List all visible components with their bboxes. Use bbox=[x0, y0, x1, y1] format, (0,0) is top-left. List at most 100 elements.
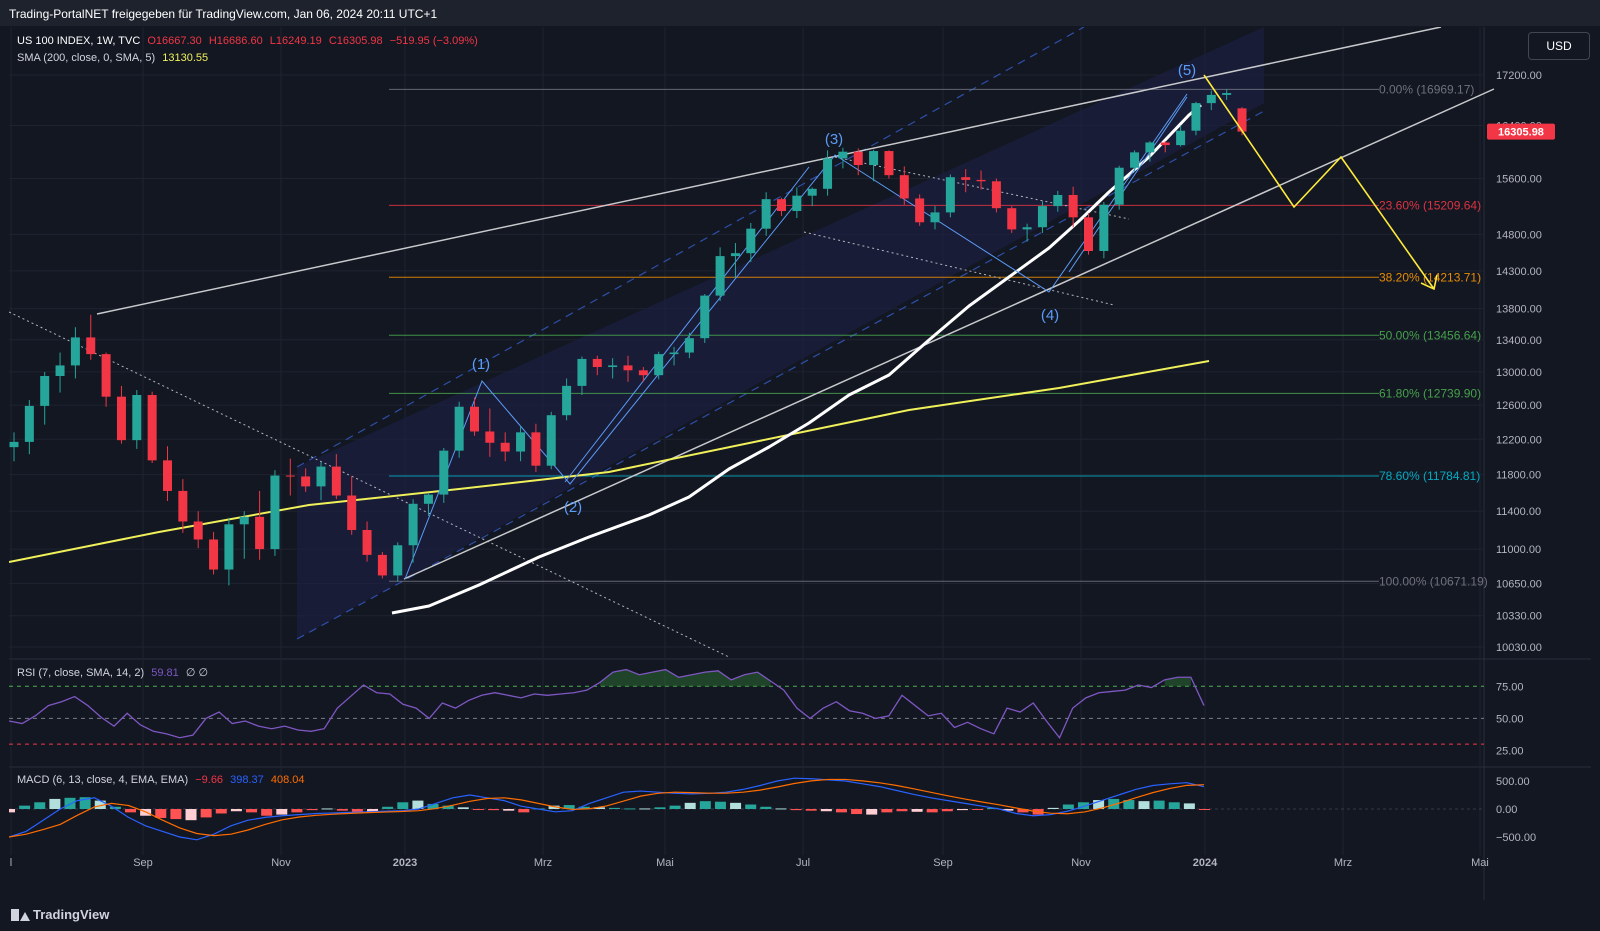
macd-hist-value: −9.66 bbox=[195, 774, 224, 786]
macd-histogram-bar bbox=[866, 809, 878, 815]
chart-share-title: Trading-PortalNET freigegeben für Tradin… bbox=[9, 7, 438, 21]
candle-body bbox=[623, 365, 633, 371]
macd-line-value: 398.37 bbox=[230, 774, 264, 786]
rsi-extra: ∅ ∅ bbox=[185, 667, 209, 679]
candle-body bbox=[163, 460, 172, 491]
channel-lower-dashed bbox=[296, 110, 1265, 640]
macd-histogram-bar bbox=[881, 809, 893, 813]
fib-level-label: 38.20% (14213.71) bbox=[1379, 270, 1481, 284]
price-tick-label: 17200.00 bbox=[1496, 70, 1542, 82]
macd-histogram-bar bbox=[578, 806, 590, 809]
macd-histogram-bar bbox=[4, 809, 15, 813]
rsi-legend[interactable]: RSI (7, close, SMA, 14, 2) 59.81 ∅ ∅ bbox=[17, 666, 212, 679]
high-value: H16686.60 bbox=[208, 35, 263, 47]
candle-body bbox=[654, 354, 664, 376]
wave4-channel-top bbox=[834, 156, 1130, 220]
lower-trendline bbox=[403, 88, 1495, 580]
candle-body bbox=[362, 529, 372, 555]
candle-body bbox=[945, 177, 955, 213]
macd-histogram-bar bbox=[926, 809, 938, 813]
fib-level-label: 78.60% (11784.81) bbox=[1379, 469, 1480, 483]
macd-histogram-bar bbox=[109, 806, 121, 809]
candle-body bbox=[224, 524, 234, 570]
candle-body bbox=[669, 352, 679, 355]
macd-histogram-bar bbox=[34, 802, 46, 809]
sma-label: SMA (200, close, 0, SMA, 5) bbox=[17, 52, 156, 64]
macd-histogram-bar bbox=[730, 802, 742, 809]
channel-fill bbox=[297, 27, 1264, 639]
chart-area[interactable]: l Sep Nov 2023 Mrz Mai Jul Sep Nov 2024 Mrz Mai 1720… bbox=[4, 26, 1591, 900]
macd-histogram-bar bbox=[1108, 798, 1120, 809]
candle-body bbox=[255, 516, 265, 550]
macd-legend[interactable]: MACD (6, 13, close, 4, EMA, EMA) −9.66 3… bbox=[17, 774, 309, 786]
title-bar: Trading-PortalNET freigegeben für Tradin… bbox=[0, 0, 1600, 26]
macd-histogram-bar bbox=[472, 809, 484, 810]
candle-body bbox=[209, 539, 219, 570]
candle-body bbox=[991, 181, 1001, 209]
fib-level-label: 50.00% (13456.64) bbox=[1379, 328, 1481, 342]
candle-body bbox=[470, 406, 479, 432]
time-tick-label: Mai bbox=[656, 857, 674, 869]
macd-histogram-bar bbox=[1183, 803, 1195, 809]
candle-body bbox=[1099, 204, 1109, 251]
candle-body bbox=[546, 415, 556, 466]
macd-histogram-bar bbox=[714, 801, 726, 809]
macd-histogram-bar bbox=[911, 809, 923, 812]
macd-histogram-bar bbox=[760, 806, 772, 809]
elliott-wave-label: (3) bbox=[825, 131, 843, 148]
price-tick-label: 12200.00 bbox=[1496, 434, 1542, 446]
macd-histogram-bar bbox=[200, 809, 212, 818]
candle-body bbox=[1007, 208, 1017, 230]
macd-tick-label: 500.00 bbox=[1496, 776, 1530, 788]
time-tick-label: Sep bbox=[133, 857, 153, 869]
candle-body bbox=[884, 151, 894, 176]
candle-body bbox=[915, 198, 925, 223]
candle-body bbox=[777, 199, 786, 211]
candle-body bbox=[1022, 227, 1032, 230]
candle-body bbox=[347, 495, 357, 530]
symbol-name[interactable]: US 100 INDEX, 1W, TVC bbox=[17, 35, 141, 47]
macd-histogram-bar bbox=[972, 809, 984, 810]
elliott-wave-label: (1) bbox=[472, 356, 490, 373]
tradingview-logo-icon bbox=[11, 908, 30, 921]
macd-line bbox=[8, 777, 1205, 841]
macd-histogram-bar bbox=[790, 809, 802, 811]
macd-histogram-bar bbox=[956, 809, 968, 811]
candle-body bbox=[869, 151, 879, 166]
price-tick-label: 11400.00 bbox=[1496, 506, 1541, 518]
price-tick-label: 15600.00 bbox=[1496, 174, 1542, 186]
wave4-channel-bottom bbox=[803, 231, 1115, 306]
sma-legend[interactable]: SMA (200, close, 0, SMA, 5) 13130.55 bbox=[17, 52, 212, 64]
macd-histogram-bar bbox=[1138, 801, 1150, 809]
candle-body bbox=[270, 475, 280, 550]
price-tick-label: 13000.00 bbox=[1496, 367, 1542, 379]
macd-histogram-bar bbox=[125, 809, 137, 813]
rsi-tick-label: 50.00 bbox=[1496, 713, 1524, 725]
macd-label: MACD (6, 13, close, 4, EMA, EMA) bbox=[17, 774, 189, 786]
macd-histogram-bar bbox=[412, 800, 424, 809]
candle-body bbox=[976, 179, 986, 182]
rsi-value: 59.81 bbox=[151, 667, 179, 679]
macd-histogram-bar bbox=[1062, 804, 1074, 809]
macd-histogram-bar bbox=[941, 809, 953, 812]
candle-body bbox=[40, 376, 50, 406]
rsi-overbought-fill bbox=[599, 669, 771, 687]
macd-histogram-bar bbox=[548, 805, 560, 809]
candle-body bbox=[638, 370, 648, 376]
low-value: L16249.19 bbox=[269, 35, 322, 47]
chart-svg[interactable]: l Sep Nov 2023 Mrz Mai Jul Sep Nov 2024 Mrz Mai 1720… bbox=[4, 26, 1591, 900]
macd-histogram-bar bbox=[775, 808, 787, 810]
macd-histogram-bar bbox=[79, 797, 91, 809]
time-tick-label: 2024 bbox=[1193, 857, 1218, 869]
candle-body bbox=[70, 337, 80, 366]
currency-button[interactable]: USD bbox=[1528, 32, 1590, 60]
candle-body bbox=[592, 358, 602, 368]
rsi-tick-label: 75.00 bbox=[1496, 681, 1524, 693]
candle-body bbox=[1114, 167, 1124, 205]
tradingview-brand[interactable]: TradingView bbox=[11, 907, 109, 922]
candle-body bbox=[746, 228, 756, 254]
macd-histogram-bar bbox=[442, 805, 454, 809]
candle-body bbox=[116, 396, 126, 441]
price-tick-label: 13400.00 bbox=[1496, 335, 1542, 347]
candle-body bbox=[838, 151, 848, 159]
